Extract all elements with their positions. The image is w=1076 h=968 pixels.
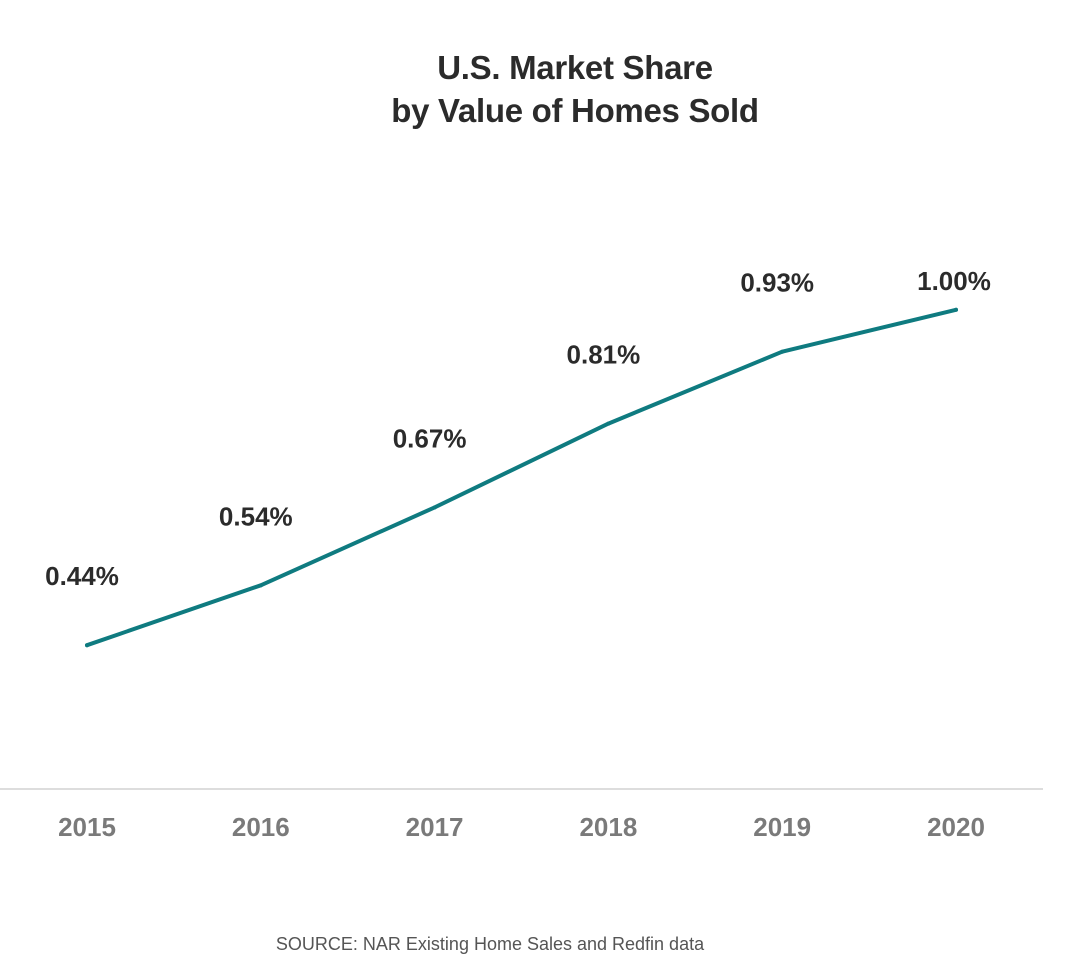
x-tick-label-2016: 2016 [232,812,290,842]
data-label-2017: 0.67% [393,423,467,453]
data-point-2016 [258,583,263,588]
data-label-2020: 1.00% [917,266,991,296]
data-point-2018 [606,421,611,426]
x-tick-label-2019: 2019 [753,812,811,842]
series-group [85,307,958,648]
data-point-2015 [85,643,89,648]
x-tick-label-2018: 2018 [579,812,637,842]
chart-title-line-2: by Value of Homes Sold [391,92,759,129]
x-tick-label-2017: 2017 [406,812,464,842]
data-point-2020 [954,307,958,312]
data-point-2019 [780,349,785,354]
data-label-2019: 0.93% [740,268,814,298]
data-label-2016: 0.54% [219,501,293,531]
data-point-2017 [432,505,437,510]
data-label-group: 0.44% 0.54% 0.67% 0.81% 0.93% 1.00% [45,266,991,591]
data-label-2018: 0.81% [567,340,641,370]
series-line [85,307,958,648]
line-chart: 0.44%0.54%0.67%0.81%0.93% 1.00% 2015 2016 2… [0,266,1043,842]
x-axis-ticks: 2015 2016 2017 2018 2019 2020 [58,812,985,842]
data-label-2015: 0.44% [45,561,119,591]
source-note: SOURCE: NAR Existing Home Sales and Redf… [275,934,705,954]
x-tick-label-2020: 2020 [927,812,985,842]
x-tick-label-2015: 2015 [58,812,116,842]
chart-title: U.S. Market Share by Value of Homes Sold [0,46,1076,132]
chart-title-line-1: U.S. Market Share [437,49,713,86]
